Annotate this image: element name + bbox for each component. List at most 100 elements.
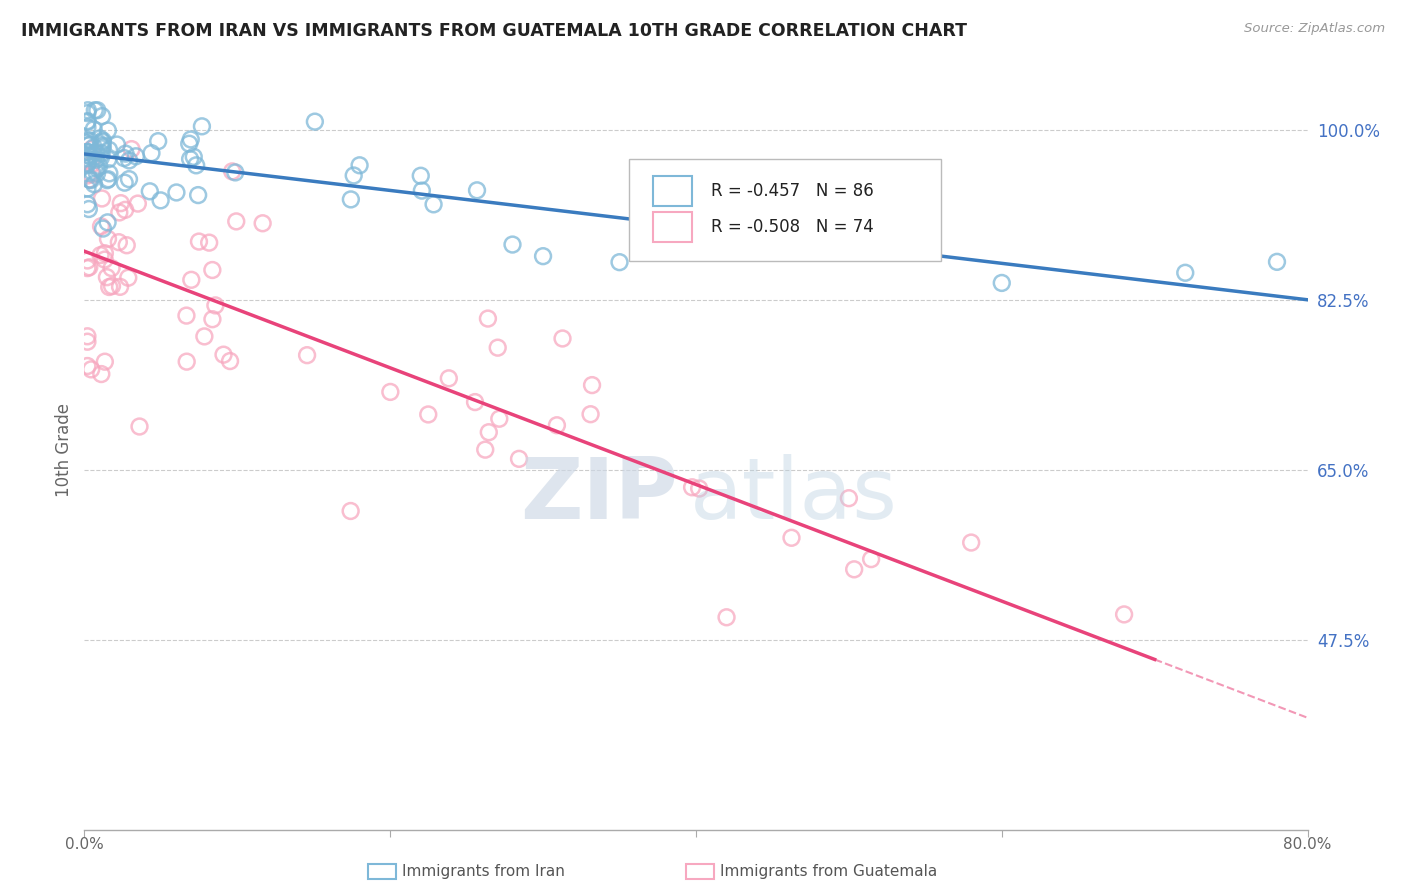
Point [80,362,103,376]
Point [716,177,738,191]
Point [97,153,120,167]
Point [579,407,602,421]
Point [97,123,120,137]
FancyBboxPatch shape [628,159,941,260]
Point [79,260,101,275]
Point [76,157,98,171]
Point [349,158,371,172]
Point [380,384,402,399]
Point [180,132,202,146]
Point [76,169,98,183]
Point [77,138,100,153]
Point [83,122,105,136]
Point [844,562,866,576]
Point [84,149,107,163]
Point [422,197,444,211]
Point [80,165,103,179]
Point [76,261,98,276]
Point [221,164,243,178]
Point [83,103,105,118]
Point [193,329,215,343]
Point [79,172,101,186]
Point [90,138,112,153]
Point [90,248,112,262]
Point [89,159,111,173]
Text: R = -0.457   N = 86: R = -0.457 N = 86 [710,182,873,200]
Point [118,153,141,168]
Point [76,145,98,159]
Point [212,348,235,362]
Point [191,120,214,134]
Point [224,165,246,179]
Text: Source: ZipAtlas.com: Source: ZipAtlas.com [1244,22,1385,36]
Point [98,280,121,294]
Point [79,172,101,186]
Point [128,419,150,434]
Point [105,137,128,152]
Text: IMMIGRANTS FROM IRAN VS IMMIGRANTS FROM GUATEMALA 10TH GRADE CORRELATION CHART: IMMIGRANTS FROM IRAN VS IMMIGRANTS FROM … [21,22,967,40]
Point [411,184,433,198]
Point [86,161,108,176]
Point [180,273,202,287]
Point [198,235,221,250]
Text: atlas: atlas [690,454,898,538]
Point [581,378,603,392]
Point [98,166,121,180]
Point [225,214,247,228]
Point [91,109,114,123]
Point [551,331,574,345]
Point [488,411,510,425]
Point [176,309,198,323]
Point [76,133,98,147]
Point [409,169,432,183]
Point [609,255,631,269]
Point [340,193,363,207]
Point [96,173,118,187]
Point [838,491,860,506]
Point [502,237,524,252]
Point [127,196,149,211]
Point [108,235,131,250]
Point [90,219,112,234]
Point [1265,255,1288,269]
Point [76,115,98,129]
Point [304,114,326,128]
Point [91,135,114,149]
Point [91,134,114,148]
Point [100,261,122,276]
Point [464,395,486,409]
Point [97,172,120,186]
Point [149,194,172,208]
Point [97,215,120,229]
Point [474,442,496,457]
Y-axis label: 10th Grade: 10th Grade [55,403,73,498]
Point [86,103,108,118]
Point [76,120,98,135]
Point [343,169,366,183]
Point [76,145,98,160]
Point [139,184,162,198]
Point [114,176,136,190]
Point [179,136,201,151]
Point [1114,607,1136,622]
Point [90,367,112,381]
Point [219,354,242,368]
Point [76,114,98,128]
Point [79,134,101,148]
Point [97,232,120,246]
Point [76,359,98,373]
Point [339,504,361,518]
Text: Immigrants from Iran: Immigrants from Iran [402,864,565,879]
Point [125,149,148,163]
Point [418,408,440,422]
Point [86,167,108,181]
Point [860,552,883,566]
Point [165,186,187,200]
Point [115,238,138,252]
Point [76,151,98,165]
Point [183,150,205,164]
Point [478,425,501,440]
Point [80,168,103,182]
Text: ZIP: ZIP [520,454,678,538]
Point [508,451,530,466]
